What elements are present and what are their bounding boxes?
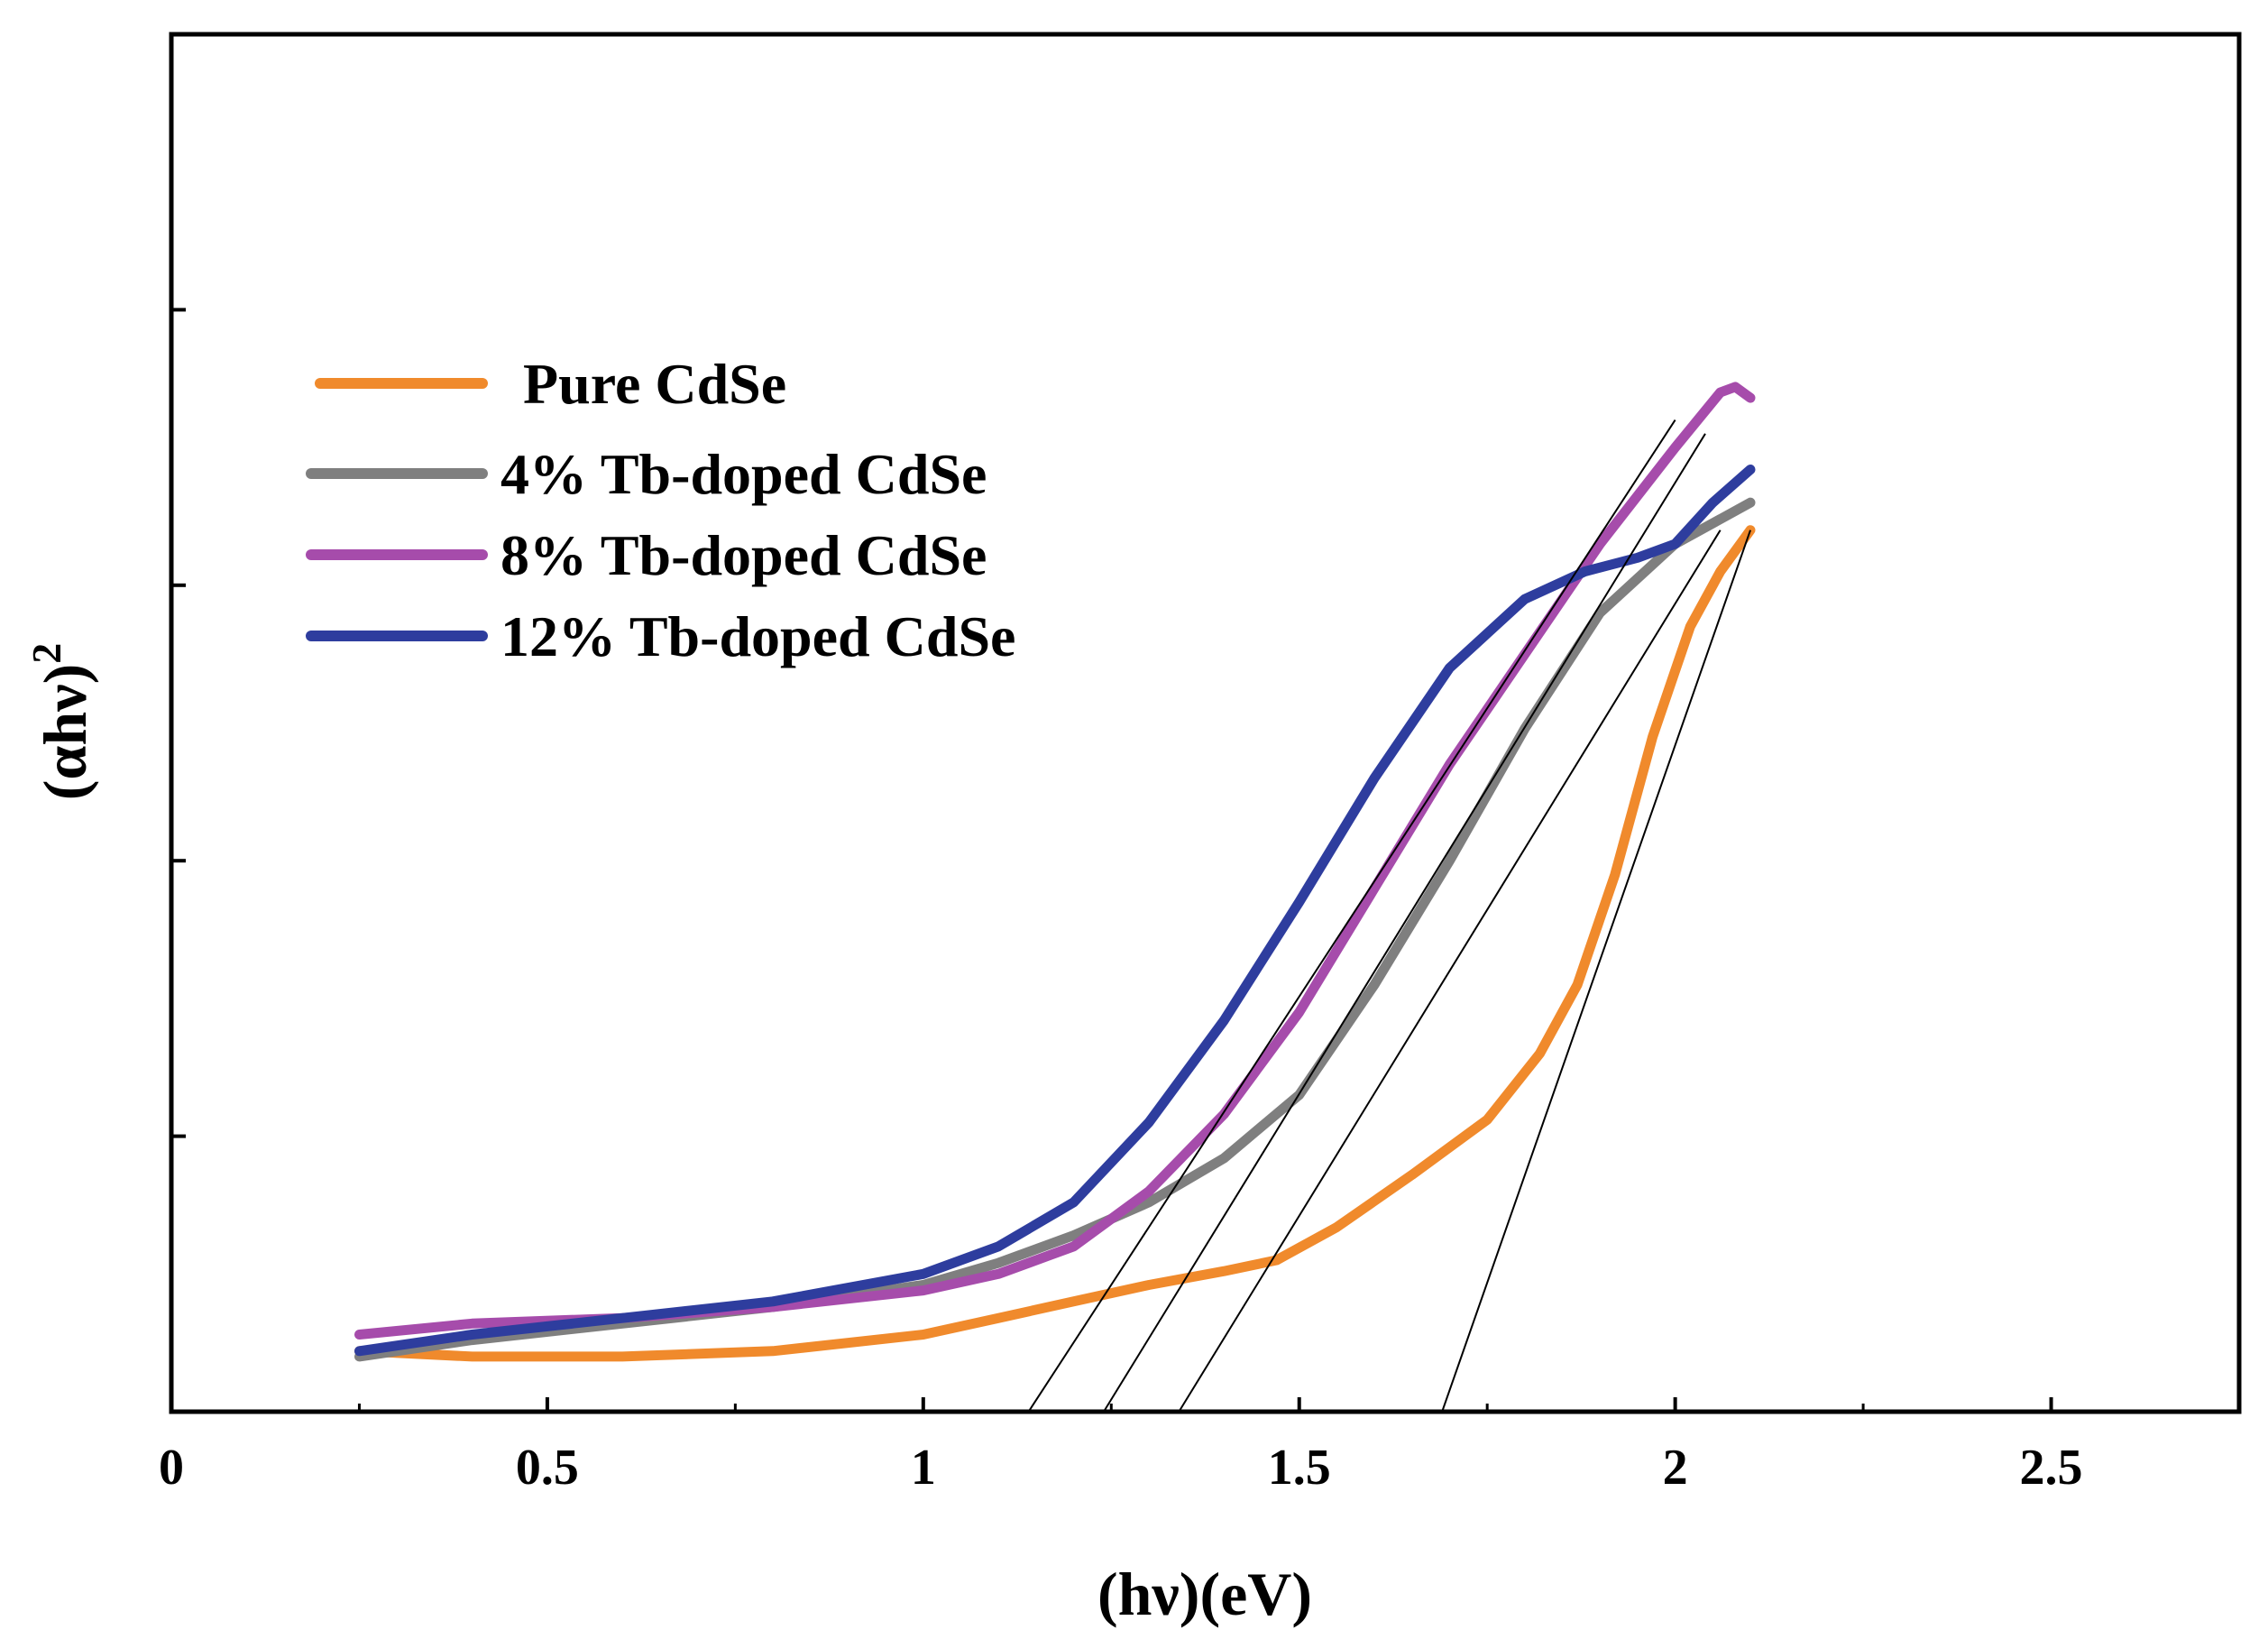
legend-label: 8% Tb-doped CdSe	[500, 523, 987, 587]
legend: Pure CdSe 4% Tb-doped CdSe 8% Tb-doped CdS…	[306, 352, 1015, 668]
fit-line-layer	[1027, 419, 1751, 1413]
series-layer	[354, 382, 1756, 1362]
series-line-12pct-tb-doped-cdse	[354, 465, 1756, 1357]
x-tick-label: 2.5	[2020, 1440, 2083, 1496]
x-tick-label: 2	[1663, 1440, 1688, 1496]
x-axis-title: (hν)(eV)	[1097, 1560, 1312, 1628]
x-tick-label: 0.5	[516, 1440, 579, 1496]
x-tick-label: 1	[911, 1440, 936, 1496]
fit-line-4pct-tb-doped-cdse	[1178, 529, 1722, 1413]
x-tick-label: 1.5	[1268, 1440, 1331, 1496]
x-tick-labels: 0 0.5 1 1.5 2 2.5	[159, 1440, 2083, 1496]
y-axis-title: (αhν)2	[23, 643, 99, 800]
legend-label: 12% Tb-doped CdSe	[500, 604, 1015, 668]
legend-label: 4% Tb-doped CdSe	[500, 442, 987, 506]
y-ticks	[171, 32, 186, 1138]
fit-line-12pct-tb-doped-cdse	[1027, 419, 1676, 1413]
x-tick-label: 0	[159, 1440, 184, 1496]
plot-frame	[169, 32, 2242, 1414]
y-axis-title-superscript: 2	[23, 643, 69, 664]
legend-label: Pure CdSe	[523, 352, 786, 416]
y-axis-title-base: (αhν)	[31, 664, 99, 800]
fit-line-pure-cdse	[1441, 529, 1751, 1413]
series-line-pure-cdse	[354, 525, 1756, 1362]
x-ticks	[170, 1397, 2053, 1412]
fit-line-8pct-tb-doped-cdse	[1103, 433, 1706, 1413]
